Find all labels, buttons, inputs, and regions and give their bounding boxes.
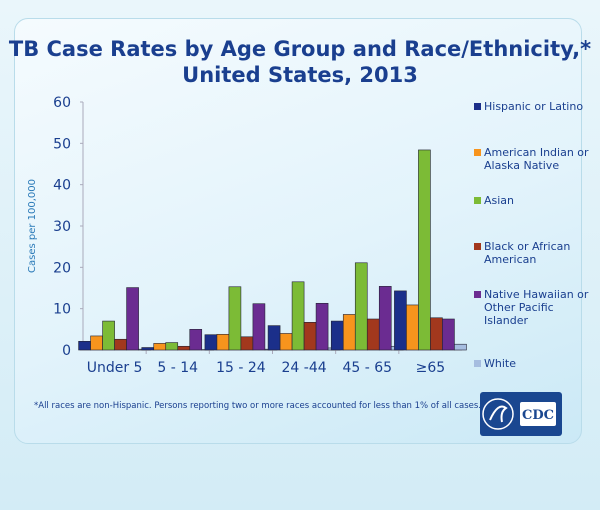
bar-hispanic-or-latino xyxy=(394,290,407,351)
x-tick-label: 5 - 14 xyxy=(157,360,198,376)
hhs-eagle-icon: CDC xyxy=(482,398,556,430)
bar-native-hawaiian-or-other-pacific-islander xyxy=(315,302,329,351)
bar-asian xyxy=(228,286,242,351)
bar-asian xyxy=(102,320,115,351)
legend-label: Native Hawaiian or Other Pacific Islande… xyxy=(484,288,589,327)
bar-native-hawaiian-or-other-pacific-islander xyxy=(442,318,455,351)
bar-black-or-african-american xyxy=(240,336,254,351)
legend-item: Black or African American xyxy=(474,240,594,266)
legend-item: American Indian or Alaska Native xyxy=(474,146,594,172)
bar-native-hawaiian-or-other-pacific-islander xyxy=(189,329,203,351)
legend-swatch xyxy=(474,360,481,367)
bar-american-indian-or-alaska-native xyxy=(153,343,167,351)
legend-label: Hispanic or Latino xyxy=(484,100,584,113)
bar-black-or-african-american xyxy=(366,318,380,351)
x-tick-label: ≥65 xyxy=(416,360,446,376)
legend-item: White xyxy=(474,357,516,370)
legend-swatch xyxy=(474,291,481,298)
bar-hispanic-or-latino xyxy=(204,334,218,351)
footnote: *All races are non-Hispanic. Persons rep… xyxy=(34,401,482,411)
bar-asian xyxy=(165,342,179,351)
y-tick-label: 40 xyxy=(53,178,71,194)
bar-hispanic-or-latino xyxy=(141,347,155,351)
bar-asian xyxy=(291,281,305,351)
legend-item: Asian xyxy=(474,194,514,207)
bar-asian xyxy=(354,262,368,351)
legend-label: Asian xyxy=(484,194,515,207)
cdc-logo: CDC xyxy=(480,392,562,436)
bar-native-hawaiian-or-other-pacific-islander xyxy=(126,287,139,351)
y-tick-label: 30 xyxy=(53,219,71,235)
legend-label: White xyxy=(484,357,516,370)
x-tick-label: 15 - 24 xyxy=(216,360,266,376)
bar-native-hawaiian-or-other-pacific-islander xyxy=(252,303,266,351)
y-tick-label: 10 xyxy=(53,302,71,318)
bar-chart: 0 10 20 30 40 50 60 Cases per 100,000 Under 5 5 -… xyxy=(27,95,467,376)
bar-american-indian-or-alaska-native xyxy=(216,333,230,351)
legend-label: Black or African American xyxy=(484,240,571,266)
bar-american-indian-or-alaska-native xyxy=(90,335,103,351)
bar-black-or-african-american xyxy=(303,322,317,351)
y-tick-label: 60 xyxy=(53,95,71,111)
legend-swatch xyxy=(474,243,481,250)
y-tick-label: 20 xyxy=(53,260,71,276)
y-tick-label: 50 xyxy=(53,136,71,152)
y-tick-label: 0 xyxy=(62,343,71,359)
bar-american-indian-or-alaska-native xyxy=(279,333,293,351)
legend-item: Hispanic or Latino xyxy=(474,100,583,113)
bar-black-or-african-american xyxy=(114,338,127,351)
x-tick-label: 24 -44 xyxy=(282,360,327,376)
x-tick-label: Under 5 xyxy=(87,360,143,376)
title-line-2: United States, 2013 xyxy=(182,63,418,87)
legend-swatch xyxy=(474,149,481,156)
bar-white xyxy=(454,343,467,351)
legend-item: Native Hawaiian or Other Pacific Islande… xyxy=(474,288,594,327)
bar-american-indian-or-alaska-native xyxy=(342,314,356,351)
bar-black-or-african-american xyxy=(177,345,191,351)
chart-panel xyxy=(14,18,582,444)
x-tick-label: 45 - 65 xyxy=(342,360,392,376)
bar-hispanic-or-latino xyxy=(267,325,281,351)
legend-label: American Indian or Alaska Native xyxy=(484,146,589,172)
legend-swatch xyxy=(474,197,481,204)
y-axis-title: Cases per 100,000 xyxy=(27,179,38,273)
bar-hispanic-or-latino xyxy=(78,341,91,351)
bar-american-indian-or-alaska-native xyxy=(406,304,419,351)
bar-native-hawaiian-or-other-pacific-islander xyxy=(378,286,392,351)
chart-title: TB Case Rates by Age Group and Race/Ethn… xyxy=(0,36,600,88)
legend-swatch xyxy=(474,103,481,110)
title-line-1: TB Case Rates by Age Group and Race/Ethn… xyxy=(8,37,592,61)
bar-asian xyxy=(418,149,431,351)
bar-hispanic-or-latino xyxy=(330,320,344,351)
bar-black-or-african-american xyxy=(430,317,443,351)
svg-text:CDC: CDC xyxy=(522,408,554,423)
